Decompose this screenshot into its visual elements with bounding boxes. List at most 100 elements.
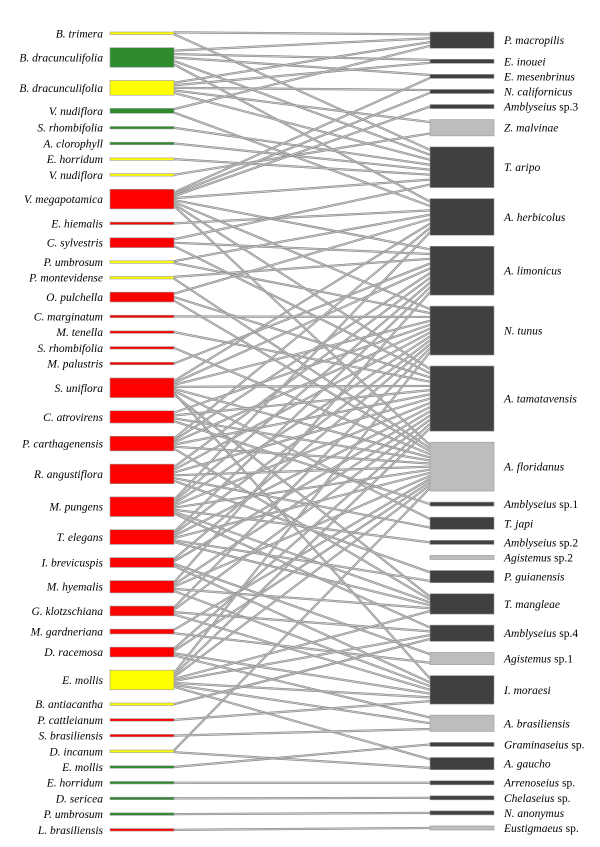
mite-label: A. tamatavensis [503, 394, 577, 406]
plant-node-box [109, 765, 175, 769]
mite-label: A. limonicus [503, 266, 562, 278]
interaction-link-highlight [173, 419, 431, 611]
mite-node-box [429, 74, 495, 79]
interaction-link-highlight [173, 797, 431, 799]
interaction-link-highlight [173, 87, 431, 91]
plant-node-box [109, 314, 175, 318]
plant-node-box [109, 157, 175, 161]
interaction-link-highlight [173, 638, 431, 705]
interaction-link-highlight [173, 127, 431, 166]
mite-node-box [429, 516, 495, 530]
plant-label: D. sericea [55, 793, 104, 805]
mite-node-box [429, 305, 495, 356]
plant-node-box [109, 260, 175, 264]
mite-node-box [429, 757, 495, 771]
interaction-link-highlight [173, 262, 431, 314]
mite-label: A. floridanus [503, 462, 565, 474]
plant-label: P. umbrosum [43, 257, 103, 269]
interaction-link-highlight [173, 539, 431, 582]
interaction-link-highlight [173, 45, 431, 110]
plant-node-box [109, 377, 175, 398]
mite-label: P. guianensis [503, 572, 565, 584]
plant-node-box [109, 188, 175, 210]
plant-node-box [109, 435, 175, 452]
plant-labels: B. trimera B. dracunculifolia B. dracuncul… [19, 28, 103, 837]
mite-node-box [429, 89, 495, 94]
plant-label: S. brasiliensis [38, 731, 103, 743]
interaction-link-highlight [173, 478, 431, 631]
interaction-link-highlight [173, 242, 431, 255]
interaction-link-highlight [173, 245, 431, 374]
plant-label: V. megapotamica [24, 194, 103, 206]
mite-node-box [429, 540, 495, 545]
mite-label: Eustigmaeus sp. [503, 823, 579, 835]
mite-label: Graminaseius sp. [504, 739, 585, 751]
mite-label: T. mangleae [504, 599, 560, 611]
interaction-link-highlight [173, 320, 431, 386]
interaction-link-highlight [173, 347, 431, 608]
interaction-link-highlight [173, 415, 431, 585]
mite-node-box [429, 624, 495, 642]
interaction-link-highlight [173, 258, 431, 278]
plant-label: I. brevicuspis [40, 558, 103, 570]
plant-node-box [109, 580, 175, 594]
plant-node-box [109, 361, 175, 366]
interaction-link-highlight [173, 53, 431, 61]
mite-label: N. californicus [503, 86, 573, 98]
mite-node-box [429, 810, 495, 816]
plant-label: E. mollis [61, 675, 103, 687]
interaction-link-highlight [173, 218, 431, 294]
plant-node-box [109, 628, 175, 635]
interaction-link-highlight [173, 263, 431, 364]
mite-boxes [429, 31, 495, 831]
mite-node-box [429, 365, 495, 432]
mite-label: A. gaucho [503, 759, 551, 771]
plant-node-box [109, 749, 175, 753]
interaction-link-highlight [173, 316, 431, 318]
interaction-link-highlight [173, 487, 431, 751]
plant-label: E. mollis [61, 762, 103, 774]
mite-label: A. brasiliensis [503, 718, 570, 730]
mite-label: P. macropilis [503, 35, 565, 47]
mite-label: N. anonymus [503, 808, 565, 820]
mite-node-box [429, 104, 495, 109]
interaction-link-highlight [173, 199, 431, 250]
interaction-link-highlight [173, 277, 431, 468]
plant-node-box [109, 828, 175, 832]
plant-label: M. gardneriana [30, 627, 104, 639]
interaction-link-highlight [173, 388, 431, 458]
plant-label: L. brasiliensis [37, 825, 104, 837]
mite-node-box [429, 780, 495, 786]
interaction-link-highlight [173, 343, 431, 560]
interaction-link-highlight [173, 210, 431, 224]
plant-node-box [109, 781, 175, 785]
mite-label: N. tunus [503, 326, 543, 338]
interaction-link-highlight [173, 158, 431, 176]
interaction-link-highlight [173, 272, 431, 441]
plant-node-box [109, 221, 175, 225]
plant-node-box [109, 605, 175, 617]
interaction-link-highlight [173, 92, 431, 161]
mite-node-box [429, 714, 495, 732]
interaction-link-highlight [173, 57, 431, 76]
plant-label: D. incanum [48, 746, 103, 758]
plant-label: E. horridum [46, 154, 103, 166]
plant-boxes [109, 31, 175, 832]
plant-label: V. nudiflora [49, 106, 103, 118]
plant-node-box [109, 496, 175, 517]
plant-label: S. uniflora [54, 383, 103, 395]
interaction-link-highlight [173, 77, 431, 193]
interaction-link-highlight [173, 336, 431, 505]
plant-node-box [109, 276, 175, 280]
mite-node-box [429, 652, 495, 665]
plant-label: C. sylvestris [47, 238, 104, 250]
interaction-link-highlight [173, 184, 431, 240]
interaction-link-highlight [173, 406, 431, 537]
mite-node-box [429, 198, 495, 236]
plant-node-box [109, 173, 175, 177]
plant-node-box [109, 410, 175, 424]
plant-label: M. hyemalis [46, 582, 104, 594]
mite-node-box [429, 742, 495, 747]
interaction-link-highlight [173, 744, 431, 768]
